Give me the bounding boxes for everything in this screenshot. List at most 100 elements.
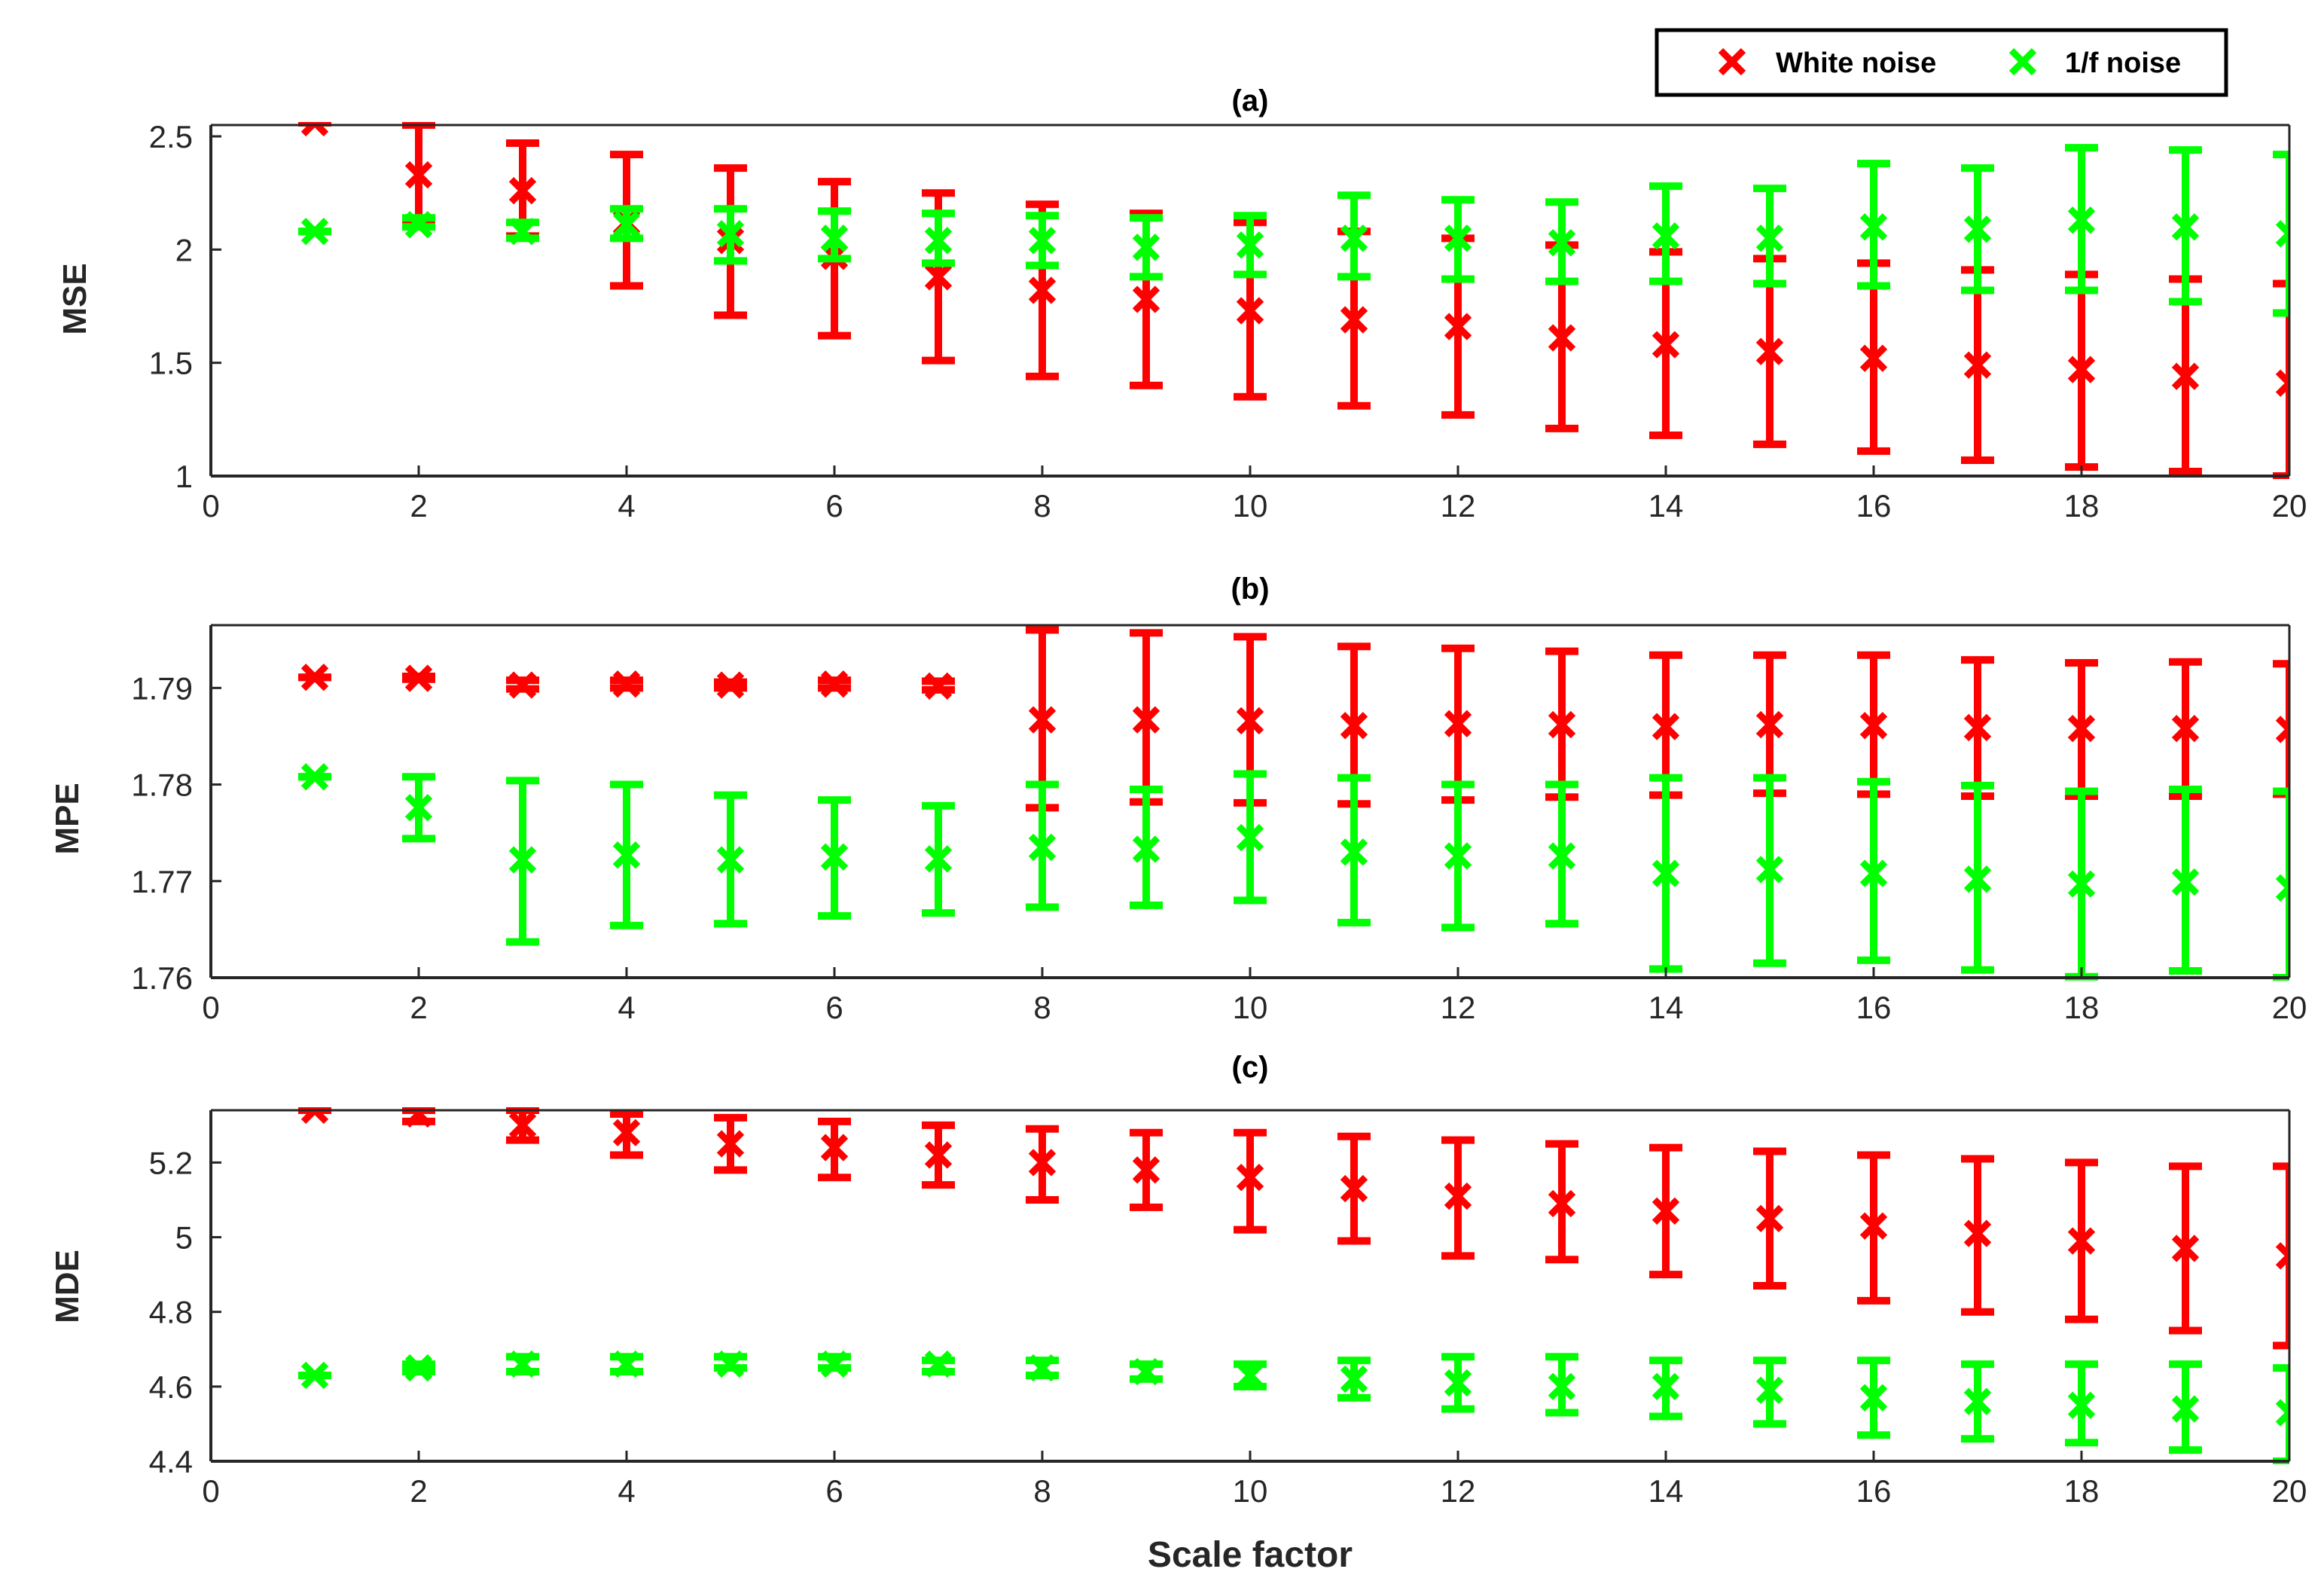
data-point bbox=[924, 1141, 953, 1169]
panel-b-title: (b) bbox=[1231, 572, 1269, 606]
data-point bbox=[1548, 229, 1576, 257]
data-point bbox=[2275, 874, 2289, 902]
panel-a-title: (a) bbox=[1232, 84, 1269, 118]
data-point bbox=[2171, 362, 2200, 390]
x-tick-label: 4 bbox=[618, 488, 635, 523]
x-tick-label: 0 bbox=[202, 1473, 219, 1509]
data-point bbox=[1963, 351, 1992, 379]
data-point bbox=[508, 1111, 537, 1140]
data-point bbox=[1548, 710, 1576, 739]
data-point bbox=[1444, 1182, 1472, 1210]
data-point bbox=[612, 1350, 641, 1378]
data-point bbox=[924, 263, 953, 291]
data-point bbox=[2275, 1242, 2289, 1270]
data-point bbox=[404, 664, 433, 692]
data-point bbox=[2275, 369, 2289, 397]
data-point bbox=[1652, 1197, 1680, 1225]
data-point bbox=[1755, 856, 1784, 884]
panel-a-ylabel: MSE bbox=[56, 263, 93, 334]
data-point bbox=[1859, 712, 1888, 740]
data-point bbox=[1340, 224, 1368, 252]
series-1f-noise bbox=[298, 144, 2289, 317]
data-point bbox=[1859, 344, 1888, 372]
error-bar bbox=[2273, 1162, 2289, 1350]
series-1f-noise bbox=[298, 763, 2289, 981]
data-point bbox=[2067, 1227, 2096, 1255]
data-point bbox=[1755, 1376, 1784, 1404]
data-point bbox=[1236, 823, 1264, 852]
data-point bbox=[404, 794, 433, 822]
data-point bbox=[1652, 859, 1680, 887]
data-point bbox=[2171, 1235, 2200, 1262]
data-point bbox=[1340, 838, 1368, 866]
y-tick-label: 4.8 bbox=[149, 1295, 193, 1330]
x-tick-label: 10 bbox=[1233, 990, 1268, 1025]
data-point bbox=[1132, 285, 1160, 313]
x-tick-label: 4 bbox=[618, 990, 635, 1025]
data-point bbox=[1652, 331, 1680, 359]
x-tick-label: 20 bbox=[2272, 1473, 2307, 1509]
data-point bbox=[1028, 1149, 1057, 1177]
data-point bbox=[2275, 220, 2289, 248]
x-tick-label: 2 bbox=[410, 990, 427, 1025]
x-tick-label: 10 bbox=[1233, 488, 1268, 523]
data-point bbox=[1859, 1384, 1888, 1412]
y-tick-label: 5.2 bbox=[149, 1145, 193, 1180]
panel-a: (a) MSE 0 2 4 6 8 10 12 14 16 18 20 1 1.5 2 2.5 bbox=[56, 84, 2307, 523]
data-point bbox=[612, 211, 641, 239]
data-point bbox=[1340, 306, 1368, 334]
panel-a-plot-area: 0 2 4 6 8 10 12 14 16 18 20 1 1.5 2 2.5 bbox=[149, 119, 2307, 523]
data-point bbox=[1132, 1357, 1160, 1386]
data-point bbox=[924, 1350, 953, 1378]
data-point bbox=[1340, 1365, 1368, 1393]
x-tick-label: 18 bbox=[2064, 990, 2100, 1025]
data-point bbox=[508, 846, 537, 874]
legend-marker-cross bbox=[2008, 47, 2037, 76]
data-point bbox=[2275, 716, 2289, 743]
data-point bbox=[716, 671, 745, 699]
y-tick-label: 5 bbox=[175, 1220, 193, 1256]
y-tick-label: 4.6 bbox=[149, 1369, 193, 1405]
x-tick-label: 18 bbox=[2064, 488, 2100, 523]
data-point bbox=[508, 1350, 537, 1378]
data-point bbox=[1236, 297, 1264, 325]
data-point bbox=[1340, 1174, 1368, 1203]
data-point bbox=[924, 845, 953, 873]
x-tick-label: 4 bbox=[618, 1473, 635, 1509]
y-tick-label: 1.78 bbox=[131, 768, 193, 803]
data-point bbox=[404, 160, 433, 189]
panel-c-plot-area: 0 2 4 6 8 10 12 14 16 18 20 4.4 4.6 4.8 5 5.2 bbox=[149, 1107, 2307, 1509]
data-point bbox=[1652, 1372, 1680, 1401]
series-1f-noise bbox=[298, 1350, 2289, 1464]
data-point bbox=[1444, 842, 1472, 870]
x-tick-label: 6 bbox=[825, 990, 843, 1025]
legend: White noise 1/f noise bbox=[1655, 28, 2228, 97]
data-point bbox=[1132, 835, 1160, 863]
legend-marker-1f-noise bbox=[2008, 47, 2037, 76]
data-point bbox=[716, 1350, 745, 1378]
data-point bbox=[2067, 356, 2096, 383]
y-tick-label: 1 bbox=[175, 459, 193, 494]
legend-marker-white-noise bbox=[1718, 47, 1746, 76]
panel-a-series bbox=[298, 122, 2289, 479]
data-point bbox=[1963, 713, 1992, 742]
data-point bbox=[1444, 1369, 1472, 1397]
x-tick-label: 14 bbox=[1648, 488, 1684, 523]
data-point bbox=[1755, 337, 1784, 365]
panel-c-ylabel: MDE bbox=[49, 1250, 86, 1323]
data-point bbox=[716, 846, 745, 874]
data-point bbox=[1132, 1156, 1160, 1184]
data-point bbox=[1444, 313, 1472, 340]
data-point bbox=[2171, 213, 2200, 241]
panel-b: (b) MPE 0 2 4 6 8 10 12 14 16 18 20 1.76 1.77 1.78 1.7… bbox=[49, 572, 2307, 1025]
data-point bbox=[1028, 706, 1057, 734]
panel-c: (c) MDE 0 2 4 6 8 10 12 14 16 18 20 4.4 4.6 4.8 5 5.2 bbox=[49, 1051, 2307, 1509]
data-point bbox=[508, 177, 537, 205]
data-point bbox=[300, 664, 329, 691]
x-tick-label: 16 bbox=[1856, 1473, 1892, 1509]
data-point bbox=[924, 672, 953, 700]
x-tick-label: 8 bbox=[1033, 990, 1051, 1025]
x-tick-label: 18 bbox=[2064, 1473, 2100, 1509]
panel-b-ylabel: MPE bbox=[49, 783, 86, 854]
data-point bbox=[1340, 712, 1368, 740]
